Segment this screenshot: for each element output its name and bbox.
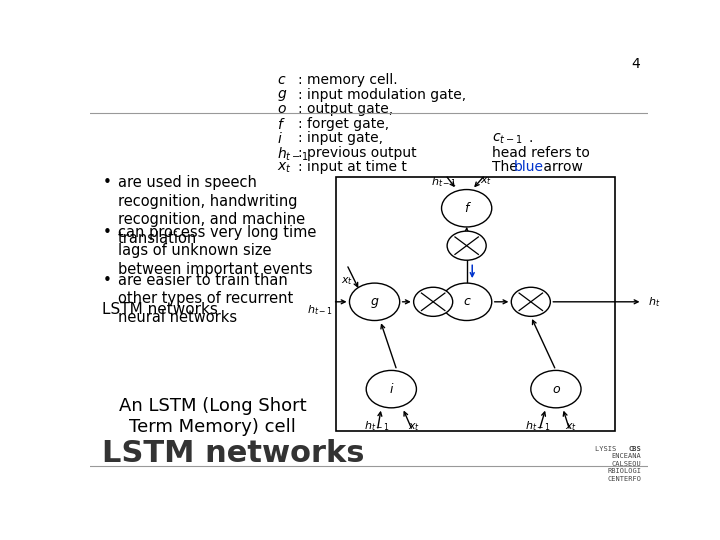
Text: $h_{t-1}$: $h_{t-1}$ bbox=[364, 419, 390, 433]
Circle shape bbox=[413, 287, 453, 316]
Text: •: • bbox=[102, 225, 111, 240]
Text: can process very long time
lags of unknown size
between important events: can process very long time lags of unkno… bbox=[118, 225, 316, 277]
Text: are used in speech
recognition, handwriting
recognition, and machine
translation: are used in speech recognition, handwrit… bbox=[118, 175, 305, 246]
Text: : input at time t: : input at time t bbox=[298, 160, 407, 174]
Text: .: . bbox=[528, 131, 532, 145]
Text: $x_t$: $x_t$ bbox=[341, 275, 354, 287]
Text: The: The bbox=[492, 160, 522, 174]
Circle shape bbox=[349, 283, 400, 321]
Text: LYSIS: LYSIS bbox=[595, 446, 620, 451]
Circle shape bbox=[511, 287, 550, 316]
Text: An LSTM (Long Short
Term Memory) cell: An LSTM (Long Short Term Memory) cell bbox=[119, 397, 307, 436]
Text: $c$: $c$ bbox=[277, 73, 287, 87]
Text: $x_t$: $x_t$ bbox=[277, 160, 292, 175]
Text: : memory cell.: : memory cell. bbox=[298, 73, 397, 87]
Text: $x_t$: $x_t$ bbox=[565, 421, 577, 433]
Text: $f$: $f$ bbox=[277, 117, 286, 132]
Text: $h_{t-1}$: $h_{t-1}$ bbox=[431, 175, 457, 189]
Circle shape bbox=[441, 190, 492, 227]
Text: : output gate,: : output gate, bbox=[298, 102, 393, 116]
Text: c: c bbox=[463, 295, 470, 308]
Circle shape bbox=[441, 283, 492, 321]
Text: ENCEANA: ENCEANA bbox=[611, 453, 642, 459]
Text: •: • bbox=[102, 175, 111, 190]
Text: g: g bbox=[371, 295, 379, 308]
Text: CENTERFO: CENTERFO bbox=[607, 476, 642, 482]
Text: $c_{t-1}$: $c_{t-1}$ bbox=[492, 131, 523, 146]
Text: blue: blue bbox=[514, 160, 544, 174]
Text: $h_{t-1}$: $h_{t-1}$ bbox=[307, 303, 333, 317]
Bar bbox=[336, 177, 615, 431]
Text: CALSEQU: CALSEQU bbox=[611, 461, 642, 467]
Text: LSTM networks: LSTM networks bbox=[102, 439, 365, 468]
Text: : input gate,: : input gate, bbox=[298, 131, 383, 145]
Text: 4: 4 bbox=[631, 57, 639, 71]
Text: $o$: $o$ bbox=[277, 102, 287, 116]
Circle shape bbox=[366, 370, 416, 408]
Text: arrow: arrow bbox=[539, 160, 583, 174]
Text: $g$: $g$ bbox=[277, 87, 287, 103]
Text: $x_t$: $x_t$ bbox=[408, 421, 420, 433]
Text: •: • bbox=[102, 273, 111, 288]
Text: CBS: CBS bbox=[629, 446, 642, 451]
Text: head refers to: head refers to bbox=[492, 146, 590, 160]
Circle shape bbox=[531, 370, 581, 408]
Text: $h_{t-1}$: $h_{t-1}$ bbox=[525, 419, 551, 433]
Text: : previous output: : previous output bbox=[298, 146, 417, 160]
Circle shape bbox=[447, 231, 486, 260]
Text: : input modulation gate,: : input modulation gate, bbox=[298, 87, 467, 102]
Text: $h_t$: $h_t$ bbox=[648, 295, 660, 309]
Text: $x_t$: $x_t$ bbox=[480, 175, 492, 187]
Text: are easier to train than
other types of recurrent
neural networks: are easier to train than other types of … bbox=[118, 273, 293, 325]
Text: o: o bbox=[552, 383, 559, 396]
Text: LSTM networks: LSTM networks bbox=[102, 302, 218, 317]
Text: RBIOLOGI: RBIOLOGI bbox=[607, 468, 642, 474]
Text: f: f bbox=[464, 202, 469, 215]
Text: : forget gate,: : forget gate, bbox=[298, 117, 390, 131]
Text: i: i bbox=[390, 383, 393, 396]
Text: $i$: $i$ bbox=[277, 131, 283, 146]
Text: $h_{t-1}$: $h_{t-1}$ bbox=[277, 146, 309, 163]
